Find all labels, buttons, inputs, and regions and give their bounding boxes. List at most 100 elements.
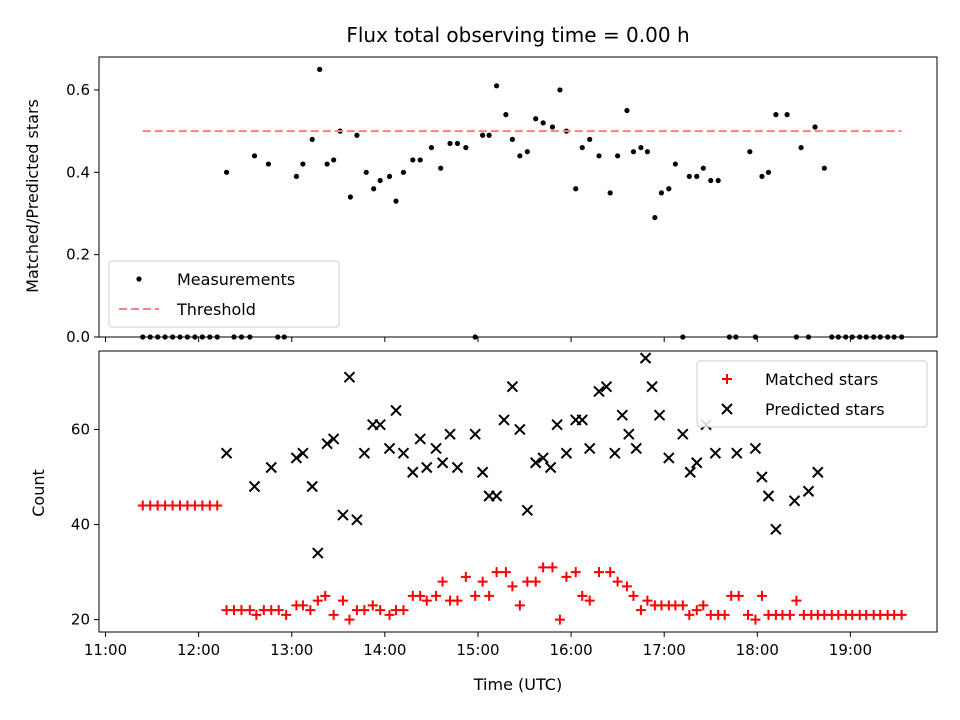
measurement-point [587,136,593,142]
matched-star-point [484,590,495,601]
predicted-star-point [749,442,762,455]
predicted-star-point [220,447,233,459]
measurement-point [265,161,272,167]
measurement-point [638,144,644,151]
matched-star-point [635,605,646,616]
matched-star-point [684,609,695,620]
predicted-star-point [421,461,433,474]
legend-plus-swatch [722,374,732,384]
predicted-star-point [691,457,703,469]
x-tick-label: 14:00 [363,641,406,659]
matched-star-point [605,567,616,578]
predicted-star-point [616,409,628,421]
predicted-star-point [321,438,333,450]
legend-x-swatch [721,403,733,415]
matched-star-point [460,571,471,582]
measurement-point [630,149,637,155]
measurement-point [438,165,444,171]
measurement-point [747,149,753,155]
measurement-point [579,144,585,151]
measurement-point [251,153,258,159]
predicted-star-point [444,428,456,440]
measurement-point [652,214,658,221]
measurement-point [309,136,315,142]
predicted-star-point [639,352,652,364]
predicted-star-point [756,471,768,483]
matched-star-point [452,595,463,606]
predicted-star-point [476,466,489,478]
bottom-panel: 11:00 12:00 13:00 14:00 15:00 16:00 17:00 18:00… [71,350,938,659]
predicted-star-point [374,418,386,431]
measurement-point [773,112,779,118]
measurement-point [428,144,435,151]
matched-star-point [344,614,355,625]
measurement-point [765,169,772,175]
matched-star-point [305,605,316,616]
predicted-star-point [397,447,410,459]
measurement-point [386,173,393,180]
predicted-star-point [343,371,356,383]
measurement-point [410,157,416,163]
matched-star-point [384,609,395,620]
measurement-point [317,66,323,72]
measurement-point [524,149,530,155]
measurement-point [666,186,672,192]
matched-star-point [500,567,511,578]
measurement-point [324,161,330,167]
x-tick-label: 17:00 [643,641,686,659]
matched-star-point [359,605,370,616]
matched-star-point [784,609,795,620]
matched-star-point [421,595,432,606]
predicted-star-point [407,466,419,478]
measurement-point [694,173,700,180]
y-tick-label: 0.2 [66,246,90,264]
legend: Measurements Threshold [108,260,340,328]
matched-star-point [719,609,730,620]
measurement-point [549,124,556,130]
matched-star-point [251,609,262,620]
measurement-point [417,157,423,163]
matched-star-point [398,605,409,616]
series-matched-stars [137,500,907,625]
matched-star-point [244,605,255,616]
predicted-star-point [802,485,815,497]
predicted-star-point [297,447,309,459]
predicted-star-point [521,504,534,516]
matched-star-point [236,605,247,616]
measurement-point [447,140,453,147]
matched-star-point [554,614,565,625]
matched-star-point [733,590,744,601]
y-tick-label: 0.6 [66,81,90,99]
matched-star-point [547,562,558,573]
predicted-star-point [663,452,675,464]
x-axis-label: Time (UTC) [473,675,562,694]
measurement-point [557,87,563,93]
matched-star-point [577,590,588,601]
legend-label: Measurements [177,270,295,289]
predicted-star-point [514,423,526,436]
top-panel: 0.0 0.2 0.4 0.6 Measurements Threshold [66,56,938,346]
measurement-point [503,112,509,118]
matched-star-point [273,605,284,616]
predicted-star-point [490,490,503,502]
y-tick-label: 0.0 [66,328,90,346]
predicted-star-point [358,447,371,459]
legend-label: Threshold [176,300,256,319]
legend-label: Matched stars [765,370,878,389]
matched-star-point [698,600,709,611]
legend-dot-swatch [136,276,142,282]
predicted-star-point [383,442,396,455]
predicted-star-point [351,514,363,526]
matched-star-point [570,567,581,578]
y-tick-label: 40 [71,516,90,534]
matched-star-point [791,595,802,606]
series-measurements [140,66,905,340]
predicted-star-point [812,466,824,478]
y-axis-label-bottom: Count [29,469,48,517]
matched-star-point [375,605,386,616]
predicted-star-point [646,380,658,393]
measurement-point [354,132,360,138]
predicted-star-point [306,480,318,493]
measurement-point [798,144,804,151]
